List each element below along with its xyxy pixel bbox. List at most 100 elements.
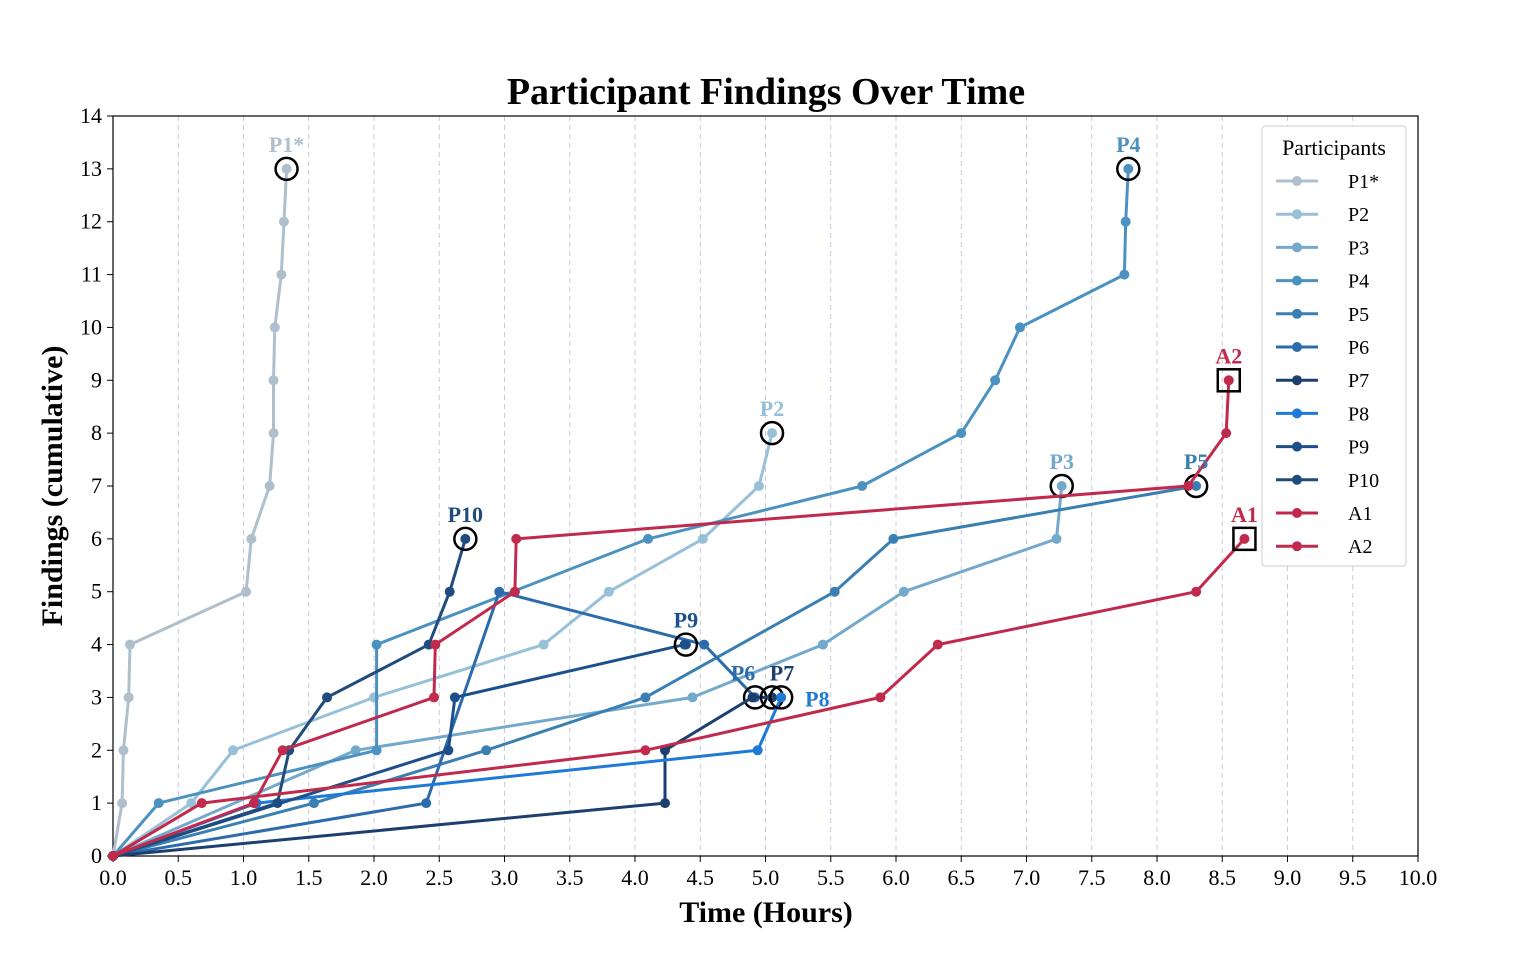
x-axis-ticks: 0.0 0.5 1.0 1.5 2.0 2.5 3.0 3.5 4.0 4.5 5.0 5.5 6.0 6… — [99, 856, 1437, 890]
legend-item: P1* — [1276, 171, 1379, 193]
data-point — [123, 692, 134, 703]
x-tick-label: 0.5 — [165, 865, 193, 890]
x-tick-label: 8.0 — [1143, 865, 1171, 890]
data-point — [460, 533, 471, 544]
end-label: P6 — [731, 660, 755, 685]
data-point — [272, 798, 283, 809]
legend-item: P8 — [1276, 403, 1369, 425]
data-point — [1223, 375, 1234, 386]
legend-label: P9 — [1348, 437, 1369, 459]
data-point — [511, 533, 522, 544]
legend-item: P6 — [1276, 337, 1369, 359]
series-line — [111, 168, 1130, 857]
series-p10 — [108, 526, 478, 861]
legend-items: P1* P2 P3 P4 P5 P6 P7 P8 P9 P10 A1 A2 — [1276, 171, 1379, 558]
y-tick-label: 13 — [80, 156, 102, 181]
data-point — [421, 798, 432, 809]
legend-swatch-marker — [1292, 375, 1302, 386]
data-point — [308, 798, 319, 809]
data-point — [241, 586, 252, 597]
data-point — [277, 745, 288, 756]
data-point — [322, 692, 333, 703]
data-point — [767, 428, 778, 439]
legend-label: P8 — [1348, 403, 1369, 425]
y-tick-label: 12 — [80, 209, 102, 234]
end-marker-circle — [1116, 156, 1141, 182]
series-p1 — [108, 156, 299, 861]
legend-label: P10 — [1348, 470, 1379, 492]
x-tick-label: 0.0 — [99, 865, 127, 890]
data-point — [278, 216, 289, 227]
data-point — [268, 375, 279, 386]
legend-item: P2 — [1276, 204, 1369, 226]
legend-label: P2 — [1348, 204, 1369, 226]
series-p2 — [108, 420, 785, 861]
x-tick-label: 1.5 — [295, 865, 323, 890]
data-point — [956, 428, 967, 439]
data-point — [276, 269, 287, 280]
legend-item: P10 — [1276, 470, 1379, 492]
legend-swatch-marker — [1292, 275, 1302, 286]
legend-box — [1261, 125, 1407, 567]
legend-swatch-marker — [1292, 209, 1302, 220]
legend-swatch-marker — [1292, 342, 1302, 352]
legend-label: P5 — [1348, 304, 1369, 326]
data-point — [124, 639, 135, 650]
data-point — [108, 851, 118, 861]
end-label: P3 — [1050, 449, 1074, 474]
data-point — [443, 745, 454, 756]
x-tick-label: 2.0 — [360, 865, 388, 890]
legend-item: A2 — [1276, 536, 1372, 558]
series-line — [112, 432, 774, 858]
end-marker-square — [1232, 526, 1257, 552]
legend-item: P4 — [1276, 271, 1369, 293]
data-point — [246, 533, 257, 544]
x-tick-label: 2.5 — [426, 865, 454, 890]
y-tick-label: 11 — [81, 262, 102, 287]
legend-label: P3 — [1348, 237, 1369, 259]
y-tick-label: 6 — [91, 526, 102, 551]
data-point — [1239, 533, 1250, 544]
data-point — [1120, 216, 1131, 227]
x-tick-label: 3.5 — [556, 865, 584, 890]
y-tick-label: 8 — [91, 420, 102, 445]
end-label: P8 — [805, 686, 829, 711]
data-point — [1014, 322, 1025, 333]
data-point — [680, 639, 691, 650]
end-label: A1 — [1231, 502, 1258, 527]
data-point — [640, 745, 651, 756]
chart-title: Participant Findings Over Time — [507, 71, 1025, 113]
data-point — [1183, 481, 1194, 491]
end-marker-circle — [453, 526, 478, 552]
data-point — [481, 745, 492, 756]
data-point — [697, 533, 708, 544]
x-tick-label: 7.5 — [1078, 865, 1106, 890]
end-marker-circle — [274, 156, 299, 182]
end-label: P7 — [770, 660, 794, 685]
series-line — [111, 168, 289, 857]
data-point — [857, 481, 868, 491]
end-marker-circle — [673, 632, 699, 657]
x-tick-label: 10.0 — [1399, 865, 1438, 890]
end-label: P10 — [448, 502, 483, 527]
data-point — [268, 428, 279, 439]
legend-label: A1 — [1348, 503, 1372, 525]
data-point — [538, 639, 549, 650]
data-point — [990, 375, 1001, 386]
legend-swatch-marker — [1292, 308, 1302, 319]
x-tick-label: 8.5 — [1209, 865, 1237, 890]
x-tick-label: 3.0 — [491, 865, 519, 890]
x-tick-label: 4.5 — [687, 865, 715, 890]
series-layer — [108, 156, 1257, 861]
data-point — [1056, 481, 1067, 491]
y-axis-label: Findings (cumulative) — [36, 346, 69, 627]
x-tick-label: 5.5 — [817, 865, 845, 890]
y-tick-label: 1 — [91, 790, 102, 815]
y-tick-label: 9 — [91, 367, 102, 392]
data-point — [269, 322, 280, 333]
data-point — [153, 798, 164, 809]
x-tick-label: 6.0 — [882, 865, 910, 890]
data-point — [829, 586, 840, 597]
